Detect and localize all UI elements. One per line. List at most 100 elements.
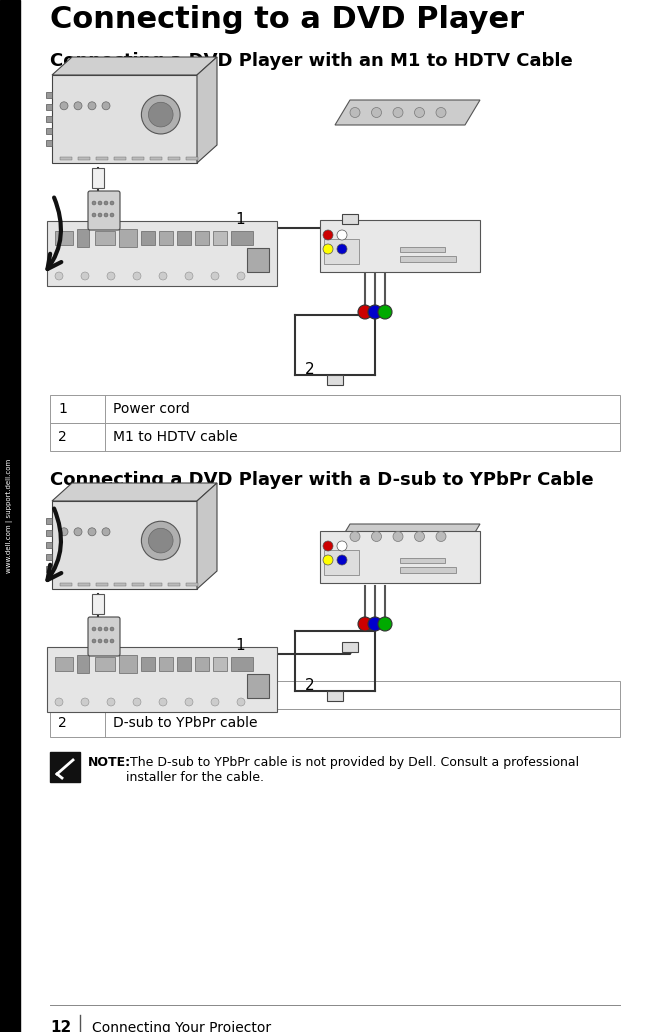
Bar bbox=[168, 157, 180, 160]
Bar bbox=[400, 567, 456, 573]
Bar bbox=[50, 709, 620, 737]
Bar bbox=[213, 231, 227, 245]
Bar bbox=[400, 247, 445, 252]
Circle shape bbox=[337, 555, 347, 565]
Circle shape bbox=[237, 272, 245, 280]
Circle shape bbox=[159, 272, 167, 280]
Circle shape bbox=[110, 639, 114, 643]
Circle shape bbox=[88, 527, 96, 536]
Text: M1 to HDTV cable: M1 to HDTV cable bbox=[113, 430, 237, 444]
Circle shape bbox=[92, 627, 96, 631]
Bar bbox=[78, 583, 90, 586]
Circle shape bbox=[337, 244, 347, 254]
Bar bbox=[78, 157, 90, 160]
Text: 1: 1 bbox=[58, 402, 67, 416]
Bar bbox=[55, 231, 73, 245]
Text: 12: 12 bbox=[50, 1021, 71, 1032]
Text: 2: 2 bbox=[305, 678, 315, 694]
Bar bbox=[46, 518, 52, 524]
Bar bbox=[95, 657, 115, 671]
Circle shape bbox=[323, 555, 333, 565]
Bar bbox=[50, 681, 620, 709]
Bar bbox=[46, 128, 52, 134]
Bar bbox=[119, 229, 137, 247]
Circle shape bbox=[211, 698, 219, 706]
Circle shape bbox=[323, 230, 333, 240]
Bar bbox=[150, 583, 162, 586]
Text: NOTE:: NOTE: bbox=[88, 756, 131, 769]
Circle shape bbox=[81, 272, 89, 280]
Bar bbox=[95, 231, 115, 245]
Circle shape bbox=[74, 102, 82, 109]
Bar bbox=[247, 674, 269, 698]
Circle shape bbox=[368, 617, 382, 631]
Circle shape bbox=[107, 272, 115, 280]
Bar bbox=[50, 395, 620, 423]
Circle shape bbox=[237, 698, 245, 706]
Bar bbox=[177, 657, 191, 671]
Circle shape bbox=[104, 201, 108, 205]
Text: 2: 2 bbox=[305, 362, 315, 378]
Circle shape bbox=[159, 698, 167, 706]
Polygon shape bbox=[197, 483, 217, 589]
Bar bbox=[159, 231, 173, 245]
Circle shape bbox=[110, 201, 114, 205]
Circle shape bbox=[337, 230, 347, 240]
Circle shape bbox=[104, 627, 108, 631]
Circle shape bbox=[378, 617, 392, 631]
Bar bbox=[46, 542, 52, 548]
Bar bbox=[168, 583, 180, 586]
Circle shape bbox=[92, 639, 96, 643]
Circle shape bbox=[436, 107, 446, 118]
Circle shape bbox=[323, 541, 333, 551]
Bar bbox=[186, 157, 198, 160]
Circle shape bbox=[88, 102, 96, 109]
Circle shape bbox=[323, 244, 333, 254]
FancyBboxPatch shape bbox=[88, 191, 120, 230]
Bar bbox=[46, 116, 52, 122]
Bar bbox=[92, 594, 104, 614]
Bar bbox=[150, 157, 162, 160]
Circle shape bbox=[149, 102, 173, 127]
Bar bbox=[324, 239, 359, 264]
Bar bbox=[327, 691, 343, 701]
Circle shape bbox=[393, 107, 403, 118]
Bar bbox=[186, 583, 198, 586]
Circle shape bbox=[104, 639, 108, 643]
Circle shape bbox=[436, 531, 446, 542]
Bar bbox=[77, 229, 89, 247]
Bar bbox=[400, 558, 445, 563]
Text: 2: 2 bbox=[58, 430, 67, 444]
Circle shape bbox=[350, 531, 360, 542]
Bar bbox=[327, 375, 343, 385]
Bar bbox=[141, 657, 155, 671]
Circle shape bbox=[104, 213, 108, 217]
Polygon shape bbox=[52, 57, 217, 75]
Circle shape bbox=[60, 102, 68, 109]
Text: Connecting Your Projector: Connecting Your Projector bbox=[92, 1021, 271, 1032]
FancyBboxPatch shape bbox=[320, 531, 480, 583]
Bar bbox=[46, 104, 52, 110]
Bar bbox=[60, 583, 72, 586]
Bar bbox=[119, 655, 137, 673]
Circle shape bbox=[110, 627, 114, 631]
Text: 1: 1 bbox=[235, 213, 245, 227]
FancyBboxPatch shape bbox=[52, 75, 197, 163]
Text: www.dell.com | support.dell.com: www.dell.com | support.dell.com bbox=[7, 459, 13, 573]
Circle shape bbox=[358, 617, 372, 631]
Circle shape bbox=[414, 107, 424, 118]
Bar bbox=[46, 92, 52, 98]
Circle shape bbox=[414, 531, 424, 542]
Bar bbox=[132, 157, 144, 160]
Circle shape bbox=[81, 698, 89, 706]
Bar bbox=[77, 655, 89, 673]
Text: Connecting to a DVD Player: Connecting to a DVD Player bbox=[50, 5, 524, 34]
Text: Power cable: Power cable bbox=[113, 688, 197, 702]
Bar bbox=[231, 231, 253, 245]
Circle shape bbox=[378, 305, 392, 319]
Polygon shape bbox=[197, 57, 217, 163]
Circle shape bbox=[372, 107, 382, 118]
Bar bbox=[55, 657, 73, 671]
Text: 1: 1 bbox=[235, 639, 245, 653]
FancyBboxPatch shape bbox=[88, 617, 120, 656]
